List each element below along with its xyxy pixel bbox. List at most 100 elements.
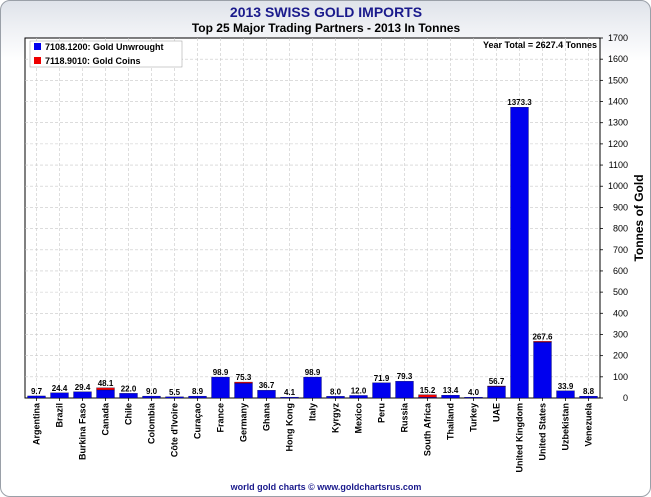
bar-unwrought bbox=[119, 393, 138, 399]
data-label: 9.7 bbox=[31, 387, 43, 396]
x-tick-label: Russia bbox=[400, 402, 410, 433]
data-label: 13.4 bbox=[443, 386, 459, 395]
bar-unwrought bbox=[487, 386, 506, 399]
bar-coins bbox=[96, 387, 115, 391]
x-tick-label: Canada bbox=[101, 402, 111, 436]
y-tick-label: 1200 bbox=[608, 139, 628, 149]
data-label: 8.9 bbox=[192, 387, 204, 396]
data-label: 75.3 bbox=[236, 373, 252, 382]
x-tick-label: Ghana bbox=[262, 402, 272, 431]
legend-swatch-coins bbox=[34, 57, 41, 64]
bar-unwrought bbox=[27, 395, 46, 399]
data-label: 48.1 bbox=[98, 379, 114, 388]
bar-unwrought bbox=[303, 376, 322, 399]
bars bbox=[27, 107, 598, 399]
y-tick-label: 0 bbox=[623, 393, 628, 403]
bar-unwrought bbox=[280, 396, 299, 399]
data-label: 98.9 bbox=[213, 368, 229, 377]
bar-unwrought bbox=[510, 107, 529, 399]
x-tick-label: Turkey bbox=[469, 403, 479, 432]
y-tick-label: 1500 bbox=[608, 75, 628, 85]
x-tick-label: Côte d'Ivoire bbox=[170, 403, 180, 457]
bar-coins bbox=[234, 381, 253, 384]
y-tick-label: 1100 bbox=[609, 160, 628, 170]
chart-subtitle: Top 25 Major Trading Partners - 2013 In … bbox=[192, 21, 461, 35]
data-label: 71.9 bbox=[374, 374, 390, 383]
bar-coins bbox=[418, 394, 437, 398]
data-label: 9.0 bbox=[146, 387, 158, 396]
chart-title: 2013 SWISS GOLD IMPORTS bbox=[230, 4, 422, 20]
y-tick-label: 1400 bbox=[608, 97, 628, 107]
y-tick-label: 900 bbox=[613, 202, 628, 212]
y-tick-label: 1600 bbox=[608, 54, 628, 64]
legend-box bbox=[29, 40, 183, 68]
bar-unwrought bbox=[372, 382, 391, 399]
data-label: 56.7 bbox=[489, 377, 505, 386]
x-tick-label: Peru bbox=[377, 403, 387, 423]
bar-unwrought bbox=[165, 396, 184, 399]
legend-label-unwrought: 7108.1200: Gold Unwrought bbox=[45, 42, 164, 52]
x-tick-label: Germany bbox=[239, 403, 249, 442]
bar-unwrought bbox=[464, 397, 483, 399]
x-tick-label: Hong Kong bbox=[285, 403, 295, 452]
bar-coins bbox=[487, 385, 506, 387]
x-tick-label: Brazil bbox=[55, 403, 65, 428]
x-tick-label: South Africa bbox=[423, 402, 433, 456]
legend-label-coins: 7118.9010: Gold Coins bbox=[45, 56, 141, 66]
x-tick-label: Kyrgyz bbox=[331, 403, 341, 434]
y-tick-label: 800 bbox=[613, 224, 628, 234]
y-tick-label: 1700 bbox=[608, 33, 628, 43]
data-label: 29.4 bbox=[75, 383, 91, 392]
data-label: 24.4 bbox=[52, 384, 68, 393]
y-tick-label: 300 bbox=[613, 329, 628, 339]
data-label: 15.2 bbox=[420, 386, 436, 395]
x-tick-label: Burkina Faso bbox=[78, 402, 88, 460]
y-tick-label: 1000 bbox=[608, 181, 628, 191]
x-tick-label: United States bbox=[538, 403, 548, 461]
x-tick-label: Italy bbox=[308, 403, 318, 421]
legend-swatch-unwrought bbox=[34, 43, 41, 50]
x-tick-label: Venezuela bbox=[584, 402, 594, 447]
x-tick-label: Argentina bbox=[32, 402, 42, 445]
data-label: 8.0 bbox=[330, 387, 342, 396]
bar-unwrought bbox=[234, 383, 253, 399]
year-total-annotation: Year Total = 2627.4 Tonnes bbox=[483, 40, 597, 50]
x-tick-label: France bbox=[216, 403, 226, 433]
y-tick-label: 1300 bbox=[608, 118, 628, 128]
data-label: 8.8 bbox=[583, 387, 595, 396]
legend: 7108.1200: Gold Unwrought 7118.9010: Gol… bbox=[29, 40, 183, 68]
data-label: 4.0 bbox=[468, 388, 480, 397]
bar-unwrought bbox=[211, 376, 230, 399]
x-tick-label: Thailand bbox=[446, 403, 456, 440]
bar-unwrought bbox=[142, 395, 161, 399]
y-tick-label: 400 bbox=[613, 308, 628, 318]
footer-credit: world gold charts © www.goldchartsrus.co… bbox=[230, 482, 422, 492]
x-axis-ticks: Argentina Brazil Burkina Faso Canada Chile Co… bbox=[32, 398, 594, 473]
data-label: 267.6 bbox=[532, 332, 553, 341]
data-label: 1373.3 bbox=[507, 98, 532, 107]
data-label: 4.1 bbox=[284, 388, 296, 397]
x-tick-label: UAE bbox=[492, 403, 502, 422]
y-axis-label: Tonnes of Gold bbox=[632, 174, 646, 261]
x-tick-label: Uzbekistan bbox=[561, 403, 571, 451]
y-axis-ticks: 0 100 200 300 400 500 600 700 800 900 1000 1100 1200… bbox=[600, 33, 628, 403]
bar-unwrought bbox=[257, 390, 276, 399]
x-tick-label: Curaçao bbox=[193, 403, 203, 440]
y-tick-label: 100 bbox=[613, 372, 628, 382]
bar-unwrought bbox=[533, 342, 552, 399]
data-label: 36.7 bbox=[259, 381, 275, 390]
grid bbox=[25, 38, 600, 398]
y-tick-label: 200 bbox=[613, 351, 628, 361]
bar-unwrought bbox=[73, 391, 92, 399]
y-tick-label: 700 bbox=[613, 245, 628, 255]
x-tick-label: Colombia bbox=[147, 402, 157, 444]
x-tick-label: Mexico bbox=[354, 403, 364, 434]
bar-unwrought bbox=[326, 396, 345, 399]
x-tick-label: United Kingdom bbox=[515, 403, 525, 473]
data-label: 79.3 bbox=[397, 372, 413, 381]
data-label: 22.0 bbox=[121, 384, 137, 393]
bar-unwrought bbox=[50, 392, 69, 399]
data-label: 98.9 bbox=[305, 368, 321, 377]
bar-unwrought bbox=[579, 395, 598, 399]
